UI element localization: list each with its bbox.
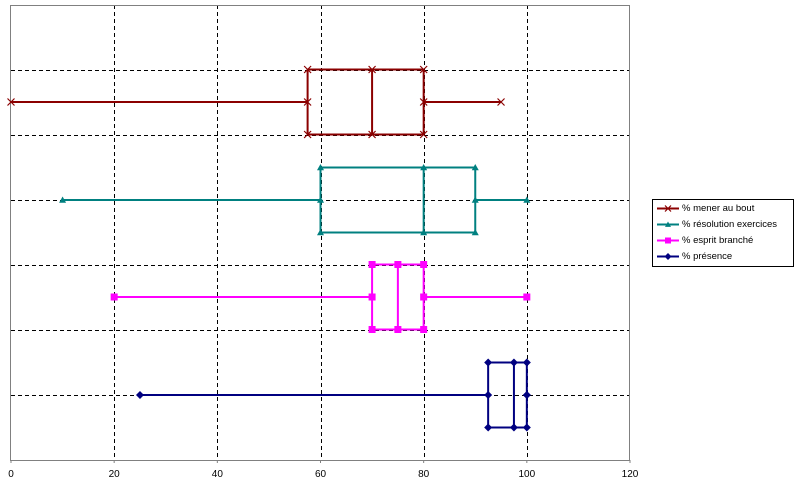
box-series	[110, 261, 531, 333]
square-marker	[368, 261, 376, 268]
x-marker	[303, 65, 312, 74]
legend: % mener au bout % résolution exercices % e…	[652, 199, 794, 267]
diamond-marker	[484, 423, 493, 432]
box-series	[135, 358, 531, 432]
x-marker	[7, 98, 15, 106]
triangle-marker	[420, 229, 428, 236]
diamond-marker	[522, 358, 531, 367]
triangle-marker	[317, 229, 324, 236]
diamond-marker	[135, 391, 144, 399]
diamond-marker	[484, 358, 493, 367]
triangle-marker	[317, 164, 324, 171]
series-layer	[7, 65, 531, 432]
legend-swatch	[657, 237, 679, 244]
diamond-marker	[522, 391, 531, 399]
diamond-marker	[484, 391, 493, 399]
box-series	[7, 65, 505, 139]
legend-swatch	[657, 253, 679, 260]
x-tick-label: 20	[109, 469, 121, 480]
square-marker	[420, 326, 428, 333]
square-marker	[368, 293, 376, 301]
x-marker	[368, 130, 377, 139]
legend-item: % esprit branché	[655, 234, 793, 247]
box-series	[59, 164, 531, 236]
legend-label: % mener au bout	[682, 203, 755, 214]
triangle-marker	[420, 164, 428, 171]
square-marker	[420, 261, 428, 268]
x-marker	[303, 130, 312, 139]
triangle-marker	[317, 196, 324, 203]
x-marker	[419, 98, 428, 106]
square-marker	[420, 293, 428, 301]
legend-swatch	[657, 221, 679, 227]
diamond-marker	[522, 423, 531, 432]
square-marker	[394, 326, 402, 333]
triangle-marker	[665, 221, 671, 227]
x-tick-label: 60	[315, 469, 327, 480]
x-marker	[419, 65, 428, 74]
square-marker	[110, 293, 118, 301]
x-marker	[368, 65, 377, 74]
triangle-marker	[471, 164, 479, 171]
legend-item: % mener au bout	[655, 202, 793, 215]
x-marker	[303, 98, 312, 106]
square-marker	[523, 293, 531, 301]
triangle-marker	[523, 196, 531, 203]
triangle-marker	[59, 196, 67, 203]
x-tick-label: 80	[418, 469, 430, 480]
triangle-marker	[471, 196, 479, 203]
diamond-marker	[509, 358, 518, 367]
square-marker	[665, 237, 671, 244]
legend-label: % présence	[682, 251, 733, 262]
diamond-marker	[664, 253, 672, 260]
x-axis-ticks: 0 20 40 60 80 100 120	[8, 460, 639, 480]
x-marker	[497, 98, 505, 106]
x-marker	[664, 205, 672, 212]
x-tick-label: 100	[518, 469, 535, 480]
legend-label: % résolution exercices	[682, 219, 778, 230]
x-tick-label: 120	[622, 469, 639, 480]
triangle-marker	[471, 229, 479, 236]
diamond-marker	[509, 423, 518, 432]
x-tick-label: 0	[8, 469, 14, 480]
square-marker	[368, 326, 376, 333]
legend-label: % esprit branché	[682, 235, 754, 246]
legend-swatch	[657, 205, 679, 212]
x-marker	[419, 130, 428, 139]
square-marker	[394, 261, 402, 268]
x-tick-label: 40	[212, 469, 224, 480]
legend-item: % présence	[655, 250, 793, 263]
legend-item: % résolution exercices	[655, 218, 793, 231]
